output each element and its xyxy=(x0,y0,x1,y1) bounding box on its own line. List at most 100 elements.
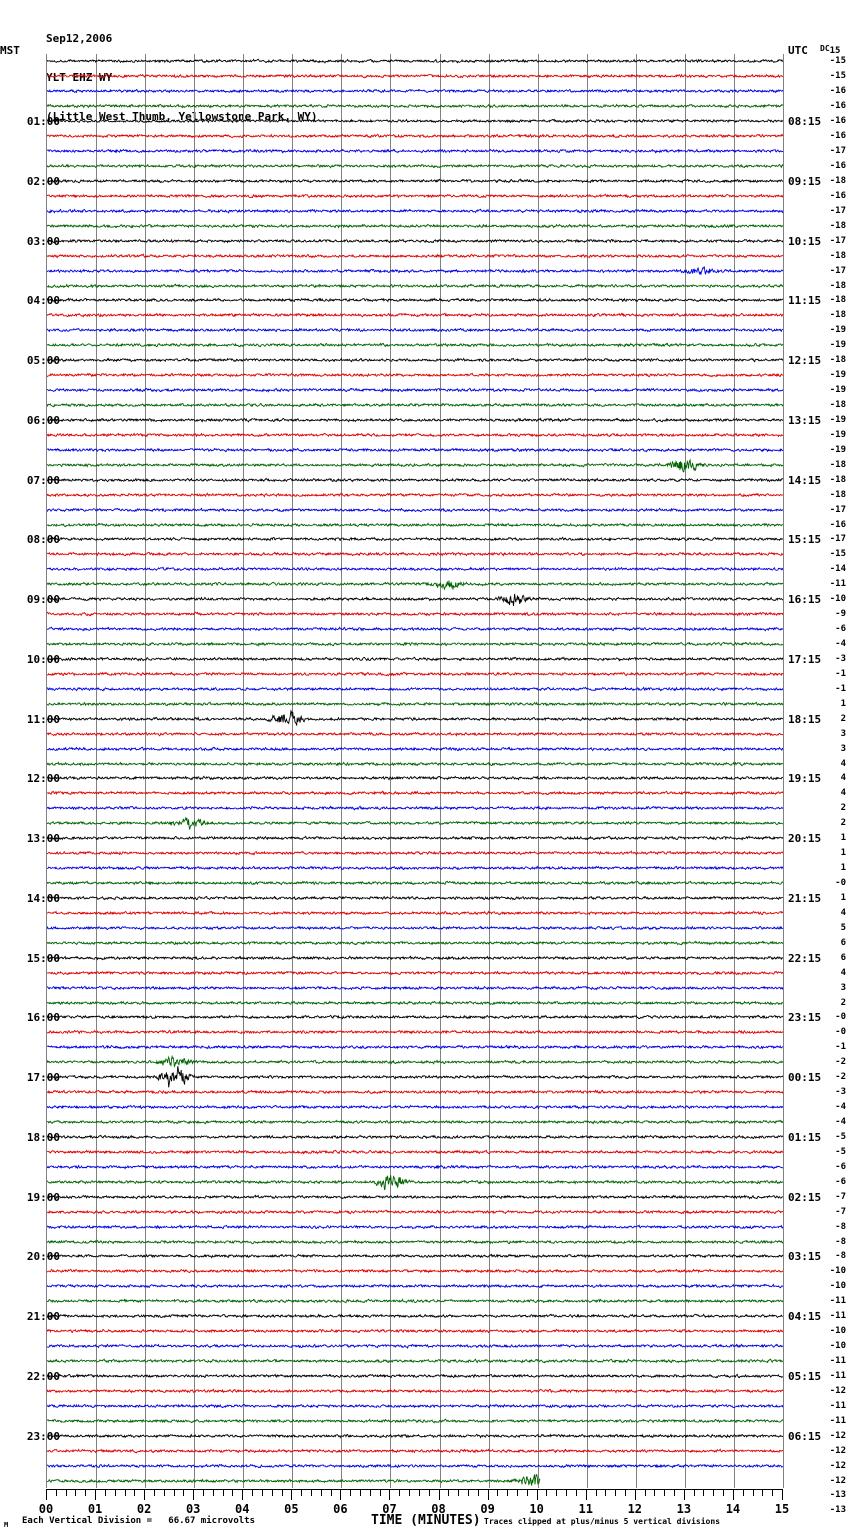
dc-offset-value: -6 xyxy=(835,1161,846,1172)
seismic-trace xyxy=(47,512,783,538)
seismic-trace xyxy=(47,1199,783,1225)
seismic-trace xyxy=(47,975,783,1001)
dc-offset-value: 6 xyxy=(840,952,846,963)
dc-offset-value: 1 xyxy=(840,698,846,709)
dc-offset-value: -6 xyxy=(835,624,846,635)
x-tick-label: 14 xyxy=(725,1502,741,1516)
dc-offset-value: -19 xyxy=(829,340,846,351)
dc-header-sub: 15 xyxy=(829,46,841,56)
dc-offset-value: -18 xyxy=(829,400,846,411)
seismic-trace xyxy=(47,721,783,747)
utc-hour-label: 03:15 xyxy=(788,1250,822,1264)
seismic-trace xyxy=(47,661,783,687)
seismic-trace xyxy=(47,631,783,657)
dc-offset-value: -7 xyxy=(835,1206,846,1217)
utc-hour-label: 17:15 xyxy=(788,652,822,666)
dc-offset-value: -3 xyxy=(835,653,846,664)
dc-offset-value: 4 xyxy=(840,967,846,978)
x-tick-major xyxy=(536,1489,538,1500)
dc-offset-value: -10 xyxy=(829,594,846,605)
seismic-trace xyxy=(47,243,783,269)
seismogram-plot xyxy=(46,54,784,1488)
dc-offset-value: -8 xyxy=(835,1236,846,1247)
x-tick-label: 08 xyxy=(431,1502,446,1516)
x-tick-major xyxy=(438,1489,440,1500)
dc-offset-value: -0 xyxy=(835,878,846,889)
dc-offset-value: -18 xyxy=(829,474,846,485)
x-tick-major xyxy=(46,1489,47,1500)
utc-hour-label: 02:15 xyxy=(788,1190,822,1204)
mst-hour-label: 13:00 xyxy=(26,832,60,846)
x-tick-minor xyxy=(310,1489,312,1496)
utc-hour-label: 21:15 xyxy=(788,891,822,905)
x-tick-minor xyxy=(85,1489,87,1496)
dc-offset-value: -16 xyxy=(829,190,846,201)
seismic-trace xyxy=(47,691,783,717)
seismic-trace xyxy=(47,377,783,403)
dc-offset-value: -12 xyxy=(829,1445,846,1456)
seismic-trace xyxy=(47,1423,783,1449)
dc-offset-value: -3 xyxy=(835,1087,846,1098)
seismic-trace xyxy=(47,1169,783,1195)
x-tick-minor xyxy=(360,1489,362,1496)
x-tick-minor xyxy=(477,1489,479,1496)
dc-offset-value: 1 xyxy=(840,892,846,903)
x-tick-minor xyxy=(65,1489,67,1496)
seismic-trace xyxy=(47,1184,783,1210)
utc-hour-label: 20:15 xyxy=(788,832,822,846)
x-tick-minor xyxy=(114,1489,116,1496)
x-tick-label: 07 xyxy=(382,1502,397,1516)
header-date: Sep12,2006 xyxy=(46,32,113,45)
x-tick-minor xyxy=(203,1489,204,1496)
gridline-minute-13 xyxy=(684,54,686,1488)
utc-hour-label: 12:15 xyxy=(788,354,822,368)
x-tick-label: 01 xyxy=(87,1502,103,1516)
seismic-trace xyxy=(47,213,783,239)
seismic-trace xyxy=(47,915,783,941)
gridline-minute-04 xyxy=(243,54,245,1488)
dc-offset-value: -1 xyxy=(835,683,846,694)
seismic-trace xyxy=(47,780,783,806)
seismic-trace xyxy=(47,556,783,582)
x-tick-minor xyxy=(399,1489,401,1496)
x-tick-major xyxy=(732,1489,734,1500)
dc-offset-value: 1 xyxy=(840,833,846,844)
dc-offset-value: -12 xyxy=(829,1430,846,1441)
seismic-trace xyxy=(47,482,783,508)
x-tick-minor xyxy=(271,1489,273,1496)
dc-offset-value: -12 xyxy=(829,1460,846,1471)
utc-hour-label: 16:15 xyxy=(788,593,822,607)
seismic-trace xyxy=(47,960,783,986)
seismic-trace xyxy=(47,885,783,911)
x-tick-minor xyxy=(409,1489,411,1496)
x-tick-minor xyxy=(163,1489,165,1496)
x-tick-major xyxy=(782,1489,783,1500)
x-tick-major xyxy=(193,1489,195,1500)
mst-hour-label: 04:00 xyxy=(26,294,60,308)
x-tick-minor xyxy=(615,1489,617,1496)
dc-offset-value: -16 xyxy=(829,101,846,112)
seismic-trace xyxy=(47,258,783,284)
x-tick-minor xyxy=(153,1489,155,1496)
dc-offset-value: -11 xyxy=(829,1370,846,1381)
seismic-trace xyxy=(47,1408,783,1434)
seismic-trace xyxy=(47,1094,783,1120)
x-tick-label: 13 xyxy=(676,1502,692,1516)
dc-offset-value: -19 xyxy=(829,325,846,336)
x-tick-minor xyxy=(212,1489,214,1496)
x-tick-minor xyxy=(546,1489,548,1496)
x-tick-minor xyxy=(55,1489,57,1496)
dc-offset-value: -10 xyxy=(829,1281,846,1292)
x-tick-label: 10 xyxy=(529,1502,544,1516)
dc-offset-value: -19 xyxy=(829,444,846,455)
dc-offset-value: -17 xyxy=(829,146,846,157)
x-tick-minor xyxy=(448,1489,450,1496)
x-tick-minor xyxy=(252,1489,254,1496)
utc-axis-label: UTC xyxy=(788,44,808,57)
x-tick-major xyxy=(291,1489,293,1500)
seismic-trace xyxy=(47,676,783,702)
dc-offset-value: -12 xyxy=(829,1475,846,1486)
dc-offset-value: -16 xyxy=(829,86,846,97)
seismic-trace xyxy=(47,362,783,388)
seismic-trace xyxy=(47,1258,783,1284)
